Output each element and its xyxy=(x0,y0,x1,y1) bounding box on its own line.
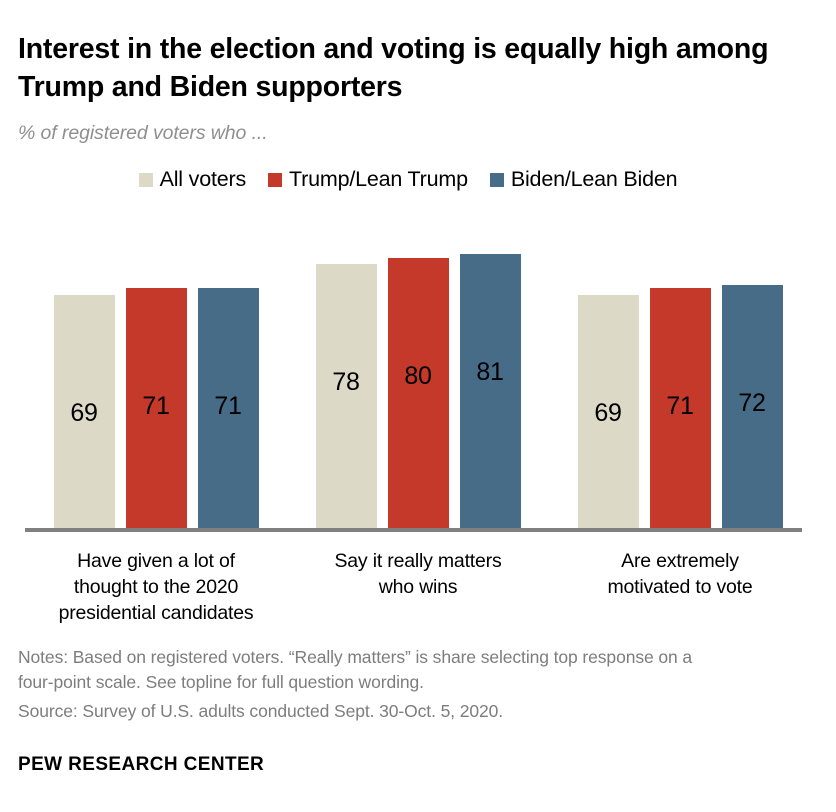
bar-value-0-1: 78 xyxy=(332,368,360,397)
bar-value-2-2: 72 xyxy=(738,388,766,417)
bar-1-0[interactable]: 71 xyxy=(125,288,187,528)
legend-label-all-voters: All voters xyxy=(159,167,247,192)
legend-swatch-icon-trump xyxy=(268,172,283,187)
x-axis-line xyxy=(25,527,802,532)
bar-group-0: 69 71 71 xyxy=(25,231,287,528)
bar-2-0[interactable]: 71 xyxy=(197,288,259,528)
bar-value-2-1: 81 xyxy=(476,358,504,387)
bar-value-1-0: 71 xyxy=(142,392,170,421)
notes-line-1: Notes: Based on registered voters. “Real… xyxy=(18,647,693,668)
page-title: Interest in the election and voting is e… xyxy=(18,33,769,103)
category-label-0: Have given a lot of thought to the 2020 … xyxy=(25,549,287,627)
bar-value-2-0: 71 xyxy=(214,392,242,421)
chart-subtitle: % of registered voters who ... xyxy=(18,122,268,145)
bar-0-1[interactable]: 78 xyxy=(315,264,377,528)
category-label-2: Are extremely motivated to vote xyxy=(549,549,811,627)
category-label-0-line-2: presidential candidates xyxy=(58,601,254,624)
category-labels: Have given a lot of thought to the 2020 … xyxy=(18,549,818,627)
legend-label-biden: Biden/Lean Biden xyxy=(510,167,678,192)
notes-line-2: four-point scale. See topline for full q… xyxy=(18,672,424,693)
category-label-2-line-0: Are extremely xyxy=(621,549,739,572)
organization-name: PEW RESEARCH CENTER xyxy=(18,754,265,775)
category-label-0-line-0: Have given a lot of xyxy=(77,549,235,572)
legend-item-all-voters[interactable]: All voters xyxy=(138,167,247,192)
category-label-1-line-0: Say it really matters xyxy=(334,549,502,572)
bar-value-0-0: 69 xyxy=(70,398,98,427)
legend-item-trump[interactable]: Trump/Lean Trump xyxy=(268,169,468,191)
legend-label-trump: Trump/Lean Trump xyxy=(289,167,468,192)
legend-swatch-icon-biden xyxy=(489,172,504,187)
category-label-2-line-1: motivated to vote xyxy=(607,575,753,598)
plot-area: 69 71 71 78 80 81 69 71 72 xyxy=(25,231,811,528)
bar-chart: 69 71 71 78 80 81 69 71 72 xyxy=(18,231,818,532)
bar-2-2[interactable]: 72 xyxy=(721,284,783,528)
bar-1-1[interactable]: 80 xyxy=(387,257,449,528)
chart-legend: All voters Trump/Lean Trump Biden/Lean B… xyxy=(18,169,818,191)
bar-value-0-2: 69 xyxy=(594,398,622,427)
bar-2-1[interactable]: 81 xyxy=(459,254,521,528)
category-label-1-line-1: who wins xyxy=(378,575,458,598)
bar-1-2[interactable]: 71 xyxy=(649,288,711,528)
legend-item-biden[interactable]: Biden/Lean Biden xyxy=(489,167,678,192)
bar-group-1: 78 80 81 xyxy=(287,231,549,528)
bar-0-0[interactable]: 69 xyxy=(53,294,115,528)
bar-0-2[interactable]: 69 xyxy=(577,294,639,528)
category-label-0-line-1: thought to the 2020 xyxy=(73,575,239,598)
source-line: Source: Survey of U.S. adults conducted … xyxy=(18,701,504,722)
category-label-1: Say it really matters who wins xyxy=(287,549,549,627)
bar-value-1-2: 71 xyxy=(666,392,694,421)
legend-swatch-icon-all-voters xyxy=(138,172,153,187)
chart-footer: Notes: Based on registered voters. “Real… xyxy=(18,645,818,812)
bar-value-1-1: 80 xyxy=(404,361,432,390)
bar-group-2: 69 71 72 xyxy=(549,231,811,528)
